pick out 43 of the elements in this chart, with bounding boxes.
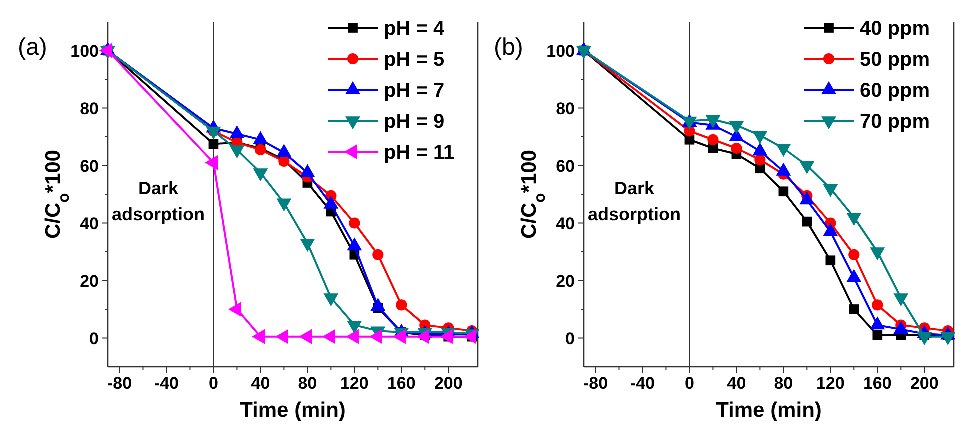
y-tick-label: 100 xyxy=(546,42,575,61)
legend-label: pH = 9 xyxy=(384,111,445,133)
y-tick-label: 20 xyxy=(80,272,99,291)
x-tick-label: 120 xyxy=(340,374,369,393)
x-tick-label: 200 xyxy=(910,374,939,393)
y-tick-label: 60 xyxy=(556,156,575,176)
x-tick-label: 80 xyxy=(774,374,794,393)
legend-label: pH = 4 xyxy=(384,18,446,40)
x-tick-label: 80 xyxy=(298,374,318,393)
x-tick-label: 160 xyxy=(863,374,892,393)
x-tick-label: 0 xyxy=(208,374,218,393)
x-tick-label: -40 xyxy=(154,374,180,393)
legend-label: 70 ppm xyxy=(860,111,930,133)
y-tick-label: 60 xyxy=(80,156,99,176)
y-tick-label: 80 xyxy=(80,99,99,118)
text: (b) xyxy=(494,34,524,61)
y-tick-label: 80 xyxy=(556,99,575,118)
x-tick-label: 40 xyxy=(251,374,270,393)
x-tick-label: -40 xyxy=(630,374,656,393)
x-tick-label: -80 xyxy=(107,374,132,393)
x-tick-label: 40 xyxy=(727,374,746,393)
text: (a) xyxy=(18,34,48,61)
legend-label: pH = 7 xyxy=(384,80,445,102)
legend-label: pH = 5 xyxy=(384,49,445,71)
x-axis-title: Time (min) xyxy=(716,399,822,422)
annotation: Dark adsorption xyxy=(588,178,682,224)
y-tick-label: 0 xyxy=(90,329,99,348)
y-tick-label: 0 xyxy=(566,329,575,348)
x-tick-label: 160 xyxy=(387,374,416,393)
legend-label: 40 ppm xyxy=(860,18,930,40)
y-tick-label: 100 xyxy=(70,42,99,61)
y-tick-label: 40 xyxy=(556,214,575,234)
annotation: Dark adsorption xyxy=(112,178,206,224)
x-tick-label: 0 xyxy=(684,374,694,393)
x-tick-label: 200 xyxy=(434,374,463,393)
x-axis-title: Time (min) xyxy=(240,399,346,422)
y-tick-label: 40 xyxy=(80,214,99,234)
x-tick-label: -80 xyxy=(583,374,608,393)
y-tick-label: 20 xyxy=(556,272,575,291)
legend-label: 50 ppm xyxy=(860,49,930,71)
legend-label: pH = 11 xyxy=(384,142,455,164)
legend-label: 60 ppm xyxy=(860,80,930,102)
x-tick-label: 120 xyxy=(816,374,845,393)
